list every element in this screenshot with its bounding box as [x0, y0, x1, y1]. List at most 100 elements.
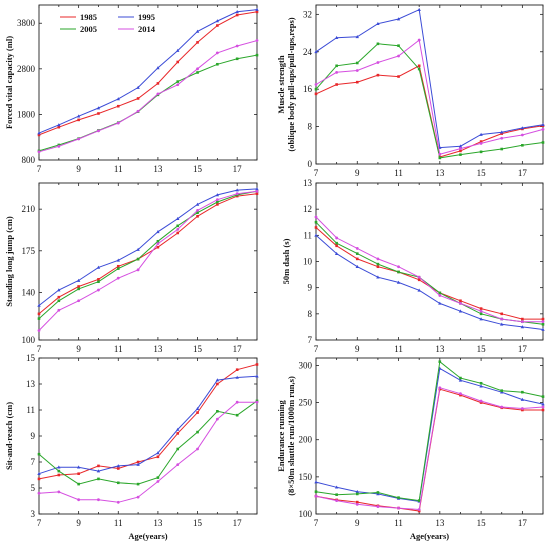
- x-tick: 13: [153, 518, 163, 528]
- data-point: [479, 309, 483, 313]
- data-point: [136, 97, 140, 100]
- x-tick-label: 7: [37, 164, 42, 174]
- y-axis-title-line2: (8×50m shuttle run/1000m run,s): [286, 376, 296, 496]
- y-tick-label: 13: [303, 178, 313, 188]
- x-tick-label: 11: [114, 518, 123, 528]
- y-tick-label: 150: [299, 472, 313, 482]
- data-point: [334, 35, 339, 40]
- series-line: [38, 188, 258, 306]
- data-point: [116, 464, 120, 468]
- y-axis-title: Muscle strength: [276, 55, 286, 113]
- data-point: [541, 122, 545, 127]
- chart-panel-4: 7 8 9 10 11 12 13 7 9 11 13 15 17 50m dash (s): [281, 178, 545, 354]
- data-point: [417, 275, 421, 279]
- series-line: [38, 54, 258, 152]
- data-point: [314, 233, 318, 237]
- x-tick: 15: [193, 164, 203, 174]
- data-point: [97, 288, 100, 292]
- x-tick-label: 17: [233, 164, 243, 174]
- data-point: [376, 505, 380, 508]
- data-point: [235, 13, 239, 17]
- data-point: [235, 188, 239, 192]
- data-point: [335, 64, 338, 68]
- x-tick-label: 15: [477, 168, 487, 178]
- data-point: [355, 264, 359, 269]
- series-line: [38, 375, 258, 475]
- data-point: [37, 452, 41, 456]
- y-tick-label: 200: [299, 435, 313, 445]
- data-point: [96, 265, 101, 269]
- data-point: [438, 360, 442, 364]
- data-point: [57, 308, 61, 312]
- data-point: [459, 301, 462, 305]
- y-tick-label: 15: [26, 353, 36, 363]
- x-tick-label: 15: [193, 164, 203, 174]
- y-tick: 300: [299, 360, 543, 370]
- data-point: [255, 39, 259, 42]
- data-point: [235, 400, 239, 404]
- y-axis-title-line2: (oblique body pull-ups/pull-ups,reps): [286, 17, 296, 151]
- x-tick-label: 13: [153, 344, 163, 354]
- data-point: [459, 147, 462, 150]
- x-tick-label: 7: [37, 518, 42, 528]
- data-point: [57, 473, 61, 477]
- data-point: [314, 92, 318, 96]
- data-point: [376, 21, 380, 26]
- x-tick-label: 9: [76, 164, 81, 174]
- y-axis-title: Endurance running: [276, 399, 286, 471]
- data-point: [215, 198, 219, 202]
- data-point: [376, 257, 380, 261]
- data-point: [355, 247, 359, 250]
- x-tick: 11: [394, 518, 403, 528]
- data-point: [459, 149, 462, 153]
- y-tick: 100: [22, 335, 257, 345]
- data-point: [196, 41, 199, 44]
- x-tick-label: 7: [314, 344, 319, 354]
- data-point: [196, 211, 199, 215]
- data-point: [57, 144, 61, 148]
- data-point: [136, 462, 140, 466]
- data-point: [235, 192, 239, 196]
- data-point: [335, 241, 338, 245]
- series-2005: [314, 42, 545, 160]
- y-tick-label: 300: [299, 360, 313, 370]
- data-point: [355, 35, 359, 39]
- data-point: [136, 495, 140, 499]
- data-point: [520, 126, 525, 130]
- y-tick-label: 10: [303, 257, 313, 267]
- x-tick-label: 11: [394, 344, 403, 354]
- y-tick-label: 100: [22, 335, 36, 345]
- y-tick-label: 13: [26, 379, 36, 389]
- x-tick-label: 9: [355, 168, 360, 178]
- legend-label: 1995: [138, 12, 155, 22]
- data-point: [156, 476, 160, 479]
- data-point: [500, 136, 504, 140]
- x-tick: 9: [76, 518, 81, 528]
- data-point: [215, 193, 220, 197]
- y-tick-label: 175: [22, 246, 36, 256]
- data-point: [479, 307, 483, 310]
- data-point: [235, 10, 239, 14]
- x-tick-label: 17: [518, 518, 528, 528]
- data-point: [255, 7, 259, 11]
- series-2014: [314, 215, 545, 324]
- data-point: [397, 54, 400, 58]
- data-point: [77, 118, 80, 122]
- data-point: [57, 288, 61, 292]
- data-point: [479, 140, 483, 143]
- data-point: [479, 399, 483, 403]
- data-point: [438, 152, 442, 156]
- y-tick: 8: [308, 309, 543, 319]
- data-point: [479, 384, 483, 388]
- legend-label: 1985: [80, 12, 97, 22]
- data-point: [97, 498, 100, 502]
- x-tick-label: 13: [435, 168, 445, 178]
- chart-panel-1: 800 1800 2800 3800 7 9 11 13 15 17 Forced vital ca…: [4, 4, 259, 174]
- x-tick-label: 15: [193, 344, 203, 354]
- data-point: [136, 247, 140, 251]
- legend-item-2005: 2005: [60, 24, 97, 34]
- x-tick: 7: [314, 518, 319, 528]
- y-tick: 250: [299, 398, 543, 408]
- data-point: [116, 500, 120, 504]
